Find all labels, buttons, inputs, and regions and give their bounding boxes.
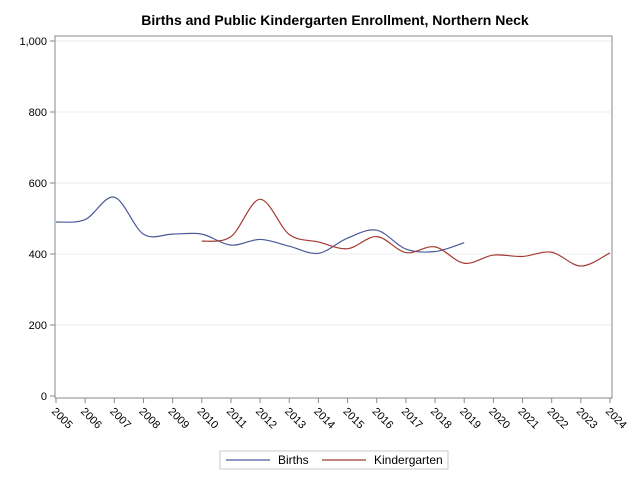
y-tick-label: 0 [41, 391, 47, 403]
x-tick-label: 2019 [457, 406, 483, 432]
chart-title: Births and Public Kindergarten Enrollmen… [141, 12, 529, 28]
y-tick-label: 200 [29, 320, 47, 332]
x-tick-label: 2021 [515, 406, 541, 432]
y-axis: 0 200 400 600 800 1,000 [19, 36, 55, 403]
x-tick-label: 2024 [603, 406, 629, 432]
x-tick-label: 2006 [78, 406, 104, 432]
x-tick-label: 2015 [340, 406, 366, 432]
x-tick-label: 2007 [107, 406, 133, 432]
legend-label-kindergarten: Kindergarten [374, 453, 443, 467]
x-tick-label: 2018 [428, 406, 454, 432]
x-tick-label: 2005 [49, 406, 75, 432]
x-tick-label: 2017 [399, 406, 425, 432]
x-tick-label: 2008 [136, 406, 162, 432]
y-tick-label: 400 [29, 249, 47, 261]
x-tick-label: 2013 [282, 406, 308, 432]
x-tick-label: 2014 [311, 406, 337, 432]
plot-area [54, 35, 613, 399]
x-tick-label: 2009 [166, 406, 192, 432]
legend-label-births: Births [278, 453, 309, 467]
legend: Births Kindergarten [219, 450, 449, 470]
x-tick-label: 2016 [370, 406, 396, 432]
x-tick-label: 2012 [253, 406, 279, 432]
x-axis: 2005 2006 2007 2008 2009 2010 2011 2012 2013 2014… [49, 398, 629, 431]
y-tick-label: 800 [29, 107, 47, 119]
x-tick-label: 2010 [195, 406, 221, 432]
x-tick-label: 2022 [545, 406, 571, 432]
x-tick-label: 2023 [574, 406, 600, 432]
series-lines [55, 196, 611, 267]
gridlines [55, 40, 612, 326]
x-tick-label: 2011 [224, 406, 249, 431]
series-line-births [55, 196, 465, 255]
y-tick-label: 600 [29, 178, 47, 190]
x-tick-label: 2020 [486, 406, 512, 432]
y-tick-label: 1,000 [19, 36, 47, 48]
series-line-kindergarten [201, 198, 611, 267]
